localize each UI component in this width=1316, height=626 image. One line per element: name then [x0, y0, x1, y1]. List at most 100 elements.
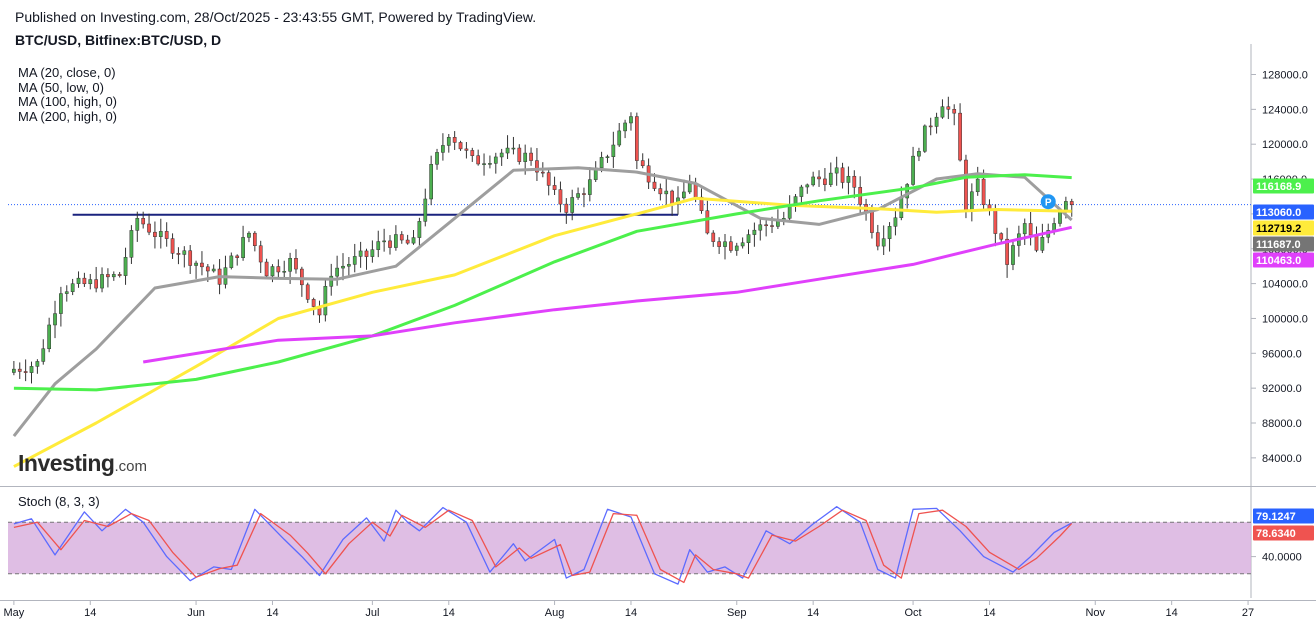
x-tick-label: 27	[1242, 607, 1254, 619]
candle-body	[540, 171, 545, 174]
candle-body	[17, 368, 22, 372]
candle-body	[546, 172, 551, 186]
candle-body	[746, 234, 751, 243]
label-ma100-bg	[1253, 178, 1314, 194]
candle-body	[458, 142, 463, 150]
candle-body	[276, 266, 281, 273]
candle-body	[587, 179, 592, 195]
logo-name: Investing	[18, 450, 115, 476]
candle-body	[188, 250, 193, 266]
candle-body	[776, 220, 780, 227]
label-ma200-text: 110463.0	[1256, 255, 1301, 267]
candle-body	[617, 130, 622, 146]
candle-body	[499, 152, 504, 158]
candle-body	[94, 279, 99, 289]
x-tick-label: 14	[1166, 607, 1178, 619]
x-tick-label: Jun	[187, 607, 205, 619]
candle-body	[729, 241, 733, 251]
candle-body	[764, 224, 768, 227]
candle-body	[411, 237, 416, 244]
candle-body	[599, 157, 604, 169]
candle-body	[235, 255, 240, 258]
candle-body	[258, 245, 263, 263]
candle-body	[917, 151, 921, 157]
candle-body	[141, 218, 146, 225]
x-tick-label: Nov	[1085, 607, 1105, 619]
x-tick-label: Oct	[905, 607, 922, 619]
y-tick-label: 128000.0	[1262, 69, 1308, 81]
y-tick-label: 84000.0	[1262, 453, 1302, 465]
candle-body	[12, 368, 16, 373]
candle-body	[376, 241, 381, 250]
candle-body	[429, 164, 433, 200]
candle-body	[717, 241, 721, 247]
ma20-line	[12, 166, 1073, 438]
label-ma200-bg	[1253, 252, 1314, 268]
x-tick-label: 14	[266, 607, 278, 619]
stoch-k-line	[13, 506, 1073, 585]
candle-body	[247, 232, 251, 238]
candle-body	[870, 211, 874, 233]
stoch-band	[8, 522, 1251, 574]
candle-body	[176, 253, 181, 255]
candle-body	[252, 232, 257, 246]
candle-body	[517, 147, 522, 162]
y-tick-label: 96000.0	[1262, 348, 1302, 360]
legend-ma100: MA (100, high, 0)	[18, 94, 117, 109]
p-marker-icon	[1040, 194, 1056, 210]
candle-body	[282, 271, 287, 273]
x-tick-label: Jul	[365, 607, 379, 619]
candle-body	[241, 237, 245, 258]
candle-body	[811, 176, 816, 186]
candle-body	[211, 268, 216, 272]
candle-body	[975, 178, 980, 193]
stoch-k-value-label-text: 79.1247	[1256, 511, 1296, 523]
candle-body	[658, 188, 663, 195]
candle-body	[1058, 210, 1062, 224]
y-tick-label: 88000.0	[1262, 418, 1302, 430]
candle-body	[958, 112, 962, 161]
x-tick-label: May	[3, 607, 24, 619]
candle-body	[1028, 223, 1033, 236]
x-tick-label: Aug	[545, 607, 565, 619]
x-tick-label: 14	[84, 607, 96, 619]
candle-body	[182, 250, 187, 255]
candle-body	[611, 144, 616, 157]
candle-body	[170, 238, 175, 254]
candle-body	[570, 197, 575, 213]
candle-body	[535, 160, 539, 173]
candle-body	[758, 224, 763, 231]
label-ma20-text: 111687.0	[1256, 239, 1301, 251]
candle-body	[911, 155, 915, 185]
candle-body	[740, 242, 745, 247]
label-ma20-bg	[1253, 236, 1314, 252]
label-ma100-text: 116168.9	[1256, 181, 1301, 193]
candle-body	[993, 209, 998, 234]
candle-body	[417, 221, 422, 238]
candle-body	[805, 184, 810, 188]
x-tick-label: 14	[807, 607, 819, 619]
candle-body	[981, 178, 986, 206]
candle-body	[300, 268, 304, 286]
candle-body	[117, 274, 122, 276]
label-ma50-bg	[1253, 220, 1314, 236]
candle-body	[1052, 223, 1056, 231]
candle-body	[446, 137, 451, 146]
candle-body	[59, 293, 63, 314]
candle-body	[1011, 245, 1015, 265]
candle-body	[488, 163, 492, 165]
logo-domain: .com	[114, 458, 147, 475]
candle-body	[887, 226, 892, 239]
candle-body	[940, 106, 945, 118]
stoch-d-value-label-text: 78.6340	[1256, 528, 1296, 540]
candle-body	[640, 160, 645, 167]
candle-body	[875, 232, 880, 247]
candle-body	[529, 152, 533, 161]
candle-body	[687, 183, 692, 193]
candle-body	[64, 291, 69, 294]
y-tick-label: 92000.0	[1262, 383, 1302, 395]
stoch-label: Stoch (8, 3, 3)	[18, 494, 100, 509]
candle-body	[952, 109, 957, 114]
